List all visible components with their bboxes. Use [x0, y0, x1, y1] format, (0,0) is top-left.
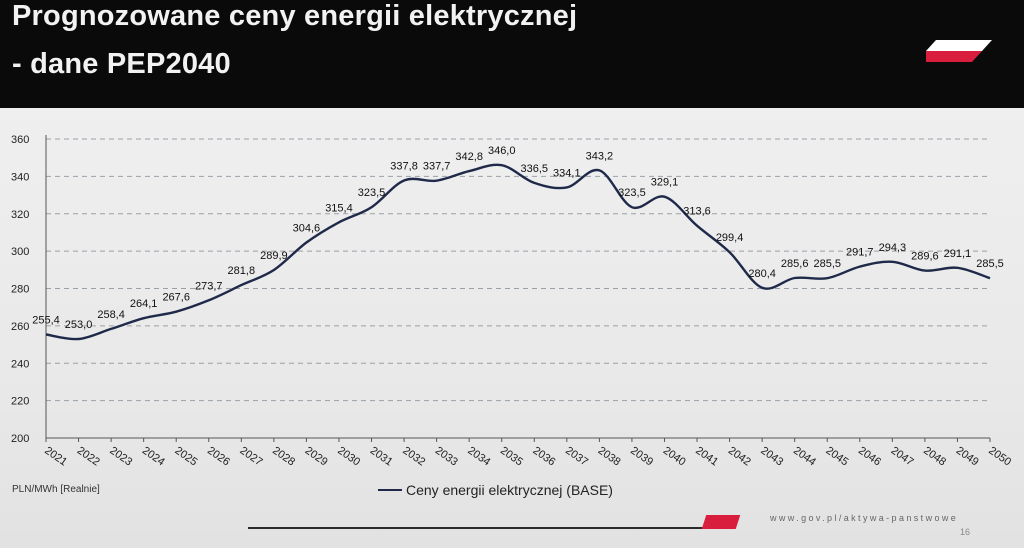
slide-body: 200 220 240 260 280 300 320 340 360 2021 2022 2023… [0, 108, 1024, 548]
page-number: 16 [960, 527, 971, 537]
x-tick-label: 2023 [107, 445, 134, 469]
y-tick-label: 360 [11, 134, 29, 146]
x-tick-label: 2025 [172, 445, 199, 469]
legend-label: Ceny energii elektrycznej (BASE) [406, 482, 613, 498]
x-tick-label: 2032 [400, 445, 427, 469]
x-tick-label: 2031 [368, 445, 395, 469]
data-label: 346,0 [488, 145, 516, 157]
data-label: 313,6 [683, 206, 711, 218]
data-label: 294,3 [879, 242, 907, 254]
data-label: 291,7 [846, 247, 874, 259]
legend: Ceny energii elektrycznej (BASE) [378, 482, 613, 498]
data-label: 291,1 [944, 248, 972, 260]
x-tick-label: 2035 [498, 445, 525, 469]
data-label: 289,9 [260, 250, 288, 262]
x-tick-label: 2041 [693, 445, 720, 469]
data-label: 267,6 [162, 292, 190, 304]
x-tick-label: 2028 [270, 445, 297, 469]
data-label: 264,1 [130, 298, 158, 310]
data-label: 253,0 [65, 319, 93, 331]
data-label: 337,7 [423, 161, 451, 173]
data-label: 304,6 [293, 223, 321, 235]
footer-flag-icon [701, 515, 741, 529]
footer-divider [248, 527, 708, 529]
data-label: 273,7 [195, 280, 223, 292]
data-label: 334,1 [553, 167, 581, 179]
data-label: 281,8 [228, 265, 256, 277]
price-line-chart: 200 220 240 260 280 300 320 340 360 2021 2022 2023… [11, 134, 1013, 498]
data-label: 315,4 [325, 202, 353, 214]
x-tick-label: 2047 [889, 445, 916, 469]
slide-title-line-1: Prognozowane ceny energii elektrycznej [12, 0, 578, 32]
x-tick-label: 2042 [726, 445, 753, 469]
x-tick-label: 2030 [335, 445, 362, 469]
data-label: 336,5 [521, 163, 549, 175]
data-label: 337,8 [390, 160, 418, 172]
y-axis-unit-label: PLN/MWh [Realnie] [12, 484, 100, 495]
x-tick-label: 2045 [824, 445, 851, 469]
brand-logo-icon [926, 40, 992, 62]
x-tick-label: 2046 [856, 445, 883, 469]
x-tick-label: 2022 [75, 445, 102, 469]
data-labels: 255,4 253,0 258,4 264,1 267,6 273,7 281,8 289,9… [32, 145, 1004, 331]
slide-title-line-2: - dane PEP2040 [12, 48, 231, 80]
x-tick-label: 2036 [531, 445, 558, 469]
x-tick-label: 2048 [921, 445, 948, 469]
x-tick-label: 2024 [140, 445, 167, 469]
data-label: 289,6 [911, 251, 939, 263]
y-tick-label: 240 [11, 358, 29, 370]
y-tick-label: 220 [11, 396, 29, 408]
y-tick-label: 280 [11, 284, 29, 296]
data-label: 285,6 [781, 258, 809, 270]
x-tick-label: 2044 [791, 445, 818, 469]
data-label: 255,4 [32, 314, 60, 326]
x-tick-label: 2026 [205, 445, 232, 469]
y-tick-labels: 200 220 240 260 280 300 320 340 360 [11, 134, 29, 445]
x-tick-labels: 2021 2022 2023 2024 2025 2026 2027 2028 2029 2030… [42, 445, 1013, 469]
y-tick-label: 200 [11, 433, 29, 445]
x-tick-label: 2037 [563, 445, 590, 469]
footer-url: www.gov.pl/aktywa-panstwowe [770, 513, 959, 523]
data-label: 299,4 [716, 232, 744, 244]
x-tick-label: 2038 [596, 445, 623, 469]
axes [45, 135, 991, 442]
x-tick-label: 2021 [42, 445, 69, 469]
y-tick-label: 260 [11, 321, 29, 333]
x-tick-label: 2050 [986, 445, 1013, 469]
x-tick-label: 2040 [661, 445, 688, 469]
data-label: 285,5 [813, 258, 841, 270]
data-label: 329,1 [651, 177, 679, 189]
x-tick-label: 2033 [433, 445, 460, 469]
data-label: 258,4 [97, 309, 125, 321]
x-tick-label: 2027 [238, 445, 265, 469]
slide-header: Prognozowane ceny energii elektrycznej -… [0, 0, 1024, 108]
data-label: 323,5 [618, 187, 646, 199]
data-label: 323,5 [358, 187, 386, 199]
y-tick-label: 340 [11, 171, 29, 183]
data-label: 285,5 [976, 258, 1004, 270]
data-label: 280,4 [748, 268, 776, 280]
x-tick-label: 2039 [628, 445, 655, 469]
grid-lines [46, 138, 990, 402]
x-tick-label: 2043 [758, 445, 785, 469]
data-label: 343,2 [586, 150, 614, 162]
y-tick-label: 320 [11, 209, 29, 221]
x-tick-label: 2029 [303, 445, 330, 469]
y-tick-label: 300 [11, 246, 29, 258]
x-tick-label: 2034 [465, 445, 492, 469]
x-tick-label: 2049 [954, 445, 981, 469]
data-label: 342,8 [455, 151, 483, 163]
series-line-ceny-energii [45, 163, 991, 341]
